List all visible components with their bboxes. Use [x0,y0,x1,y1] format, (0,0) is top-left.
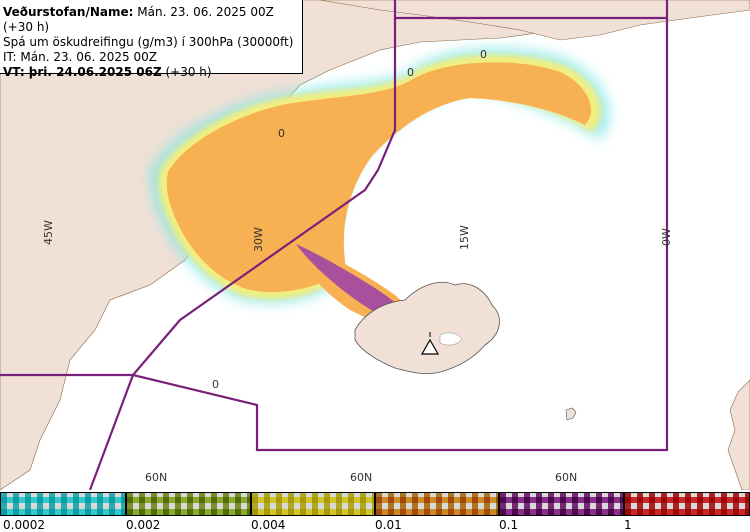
legend-tick: 1 [624,518,632,532]
lat-label-60n-2: 60N [350,471,372,484]
forecast-hour: (+30 h) [161,65,212,79]
legend-swatch-orange [375,492,499,516]
volcano-marker [420,332,440,355]
initial-time: IT: Mán. 23. 06. 2025 00Z [3,50,157,64]
scandinavia-coast [727,379,750,491]
zero-marker: 0 [278,127,285,140]
legend-tick: 0.002 [126,518,161,532]
ash-cloud-main [166,62,592,292]
flight-region-boundary [0,0,669,491]
legend-tick: 0.01 [375,518,402,532]
glacier-patch [439,332,463,346]
valid-time: VT: þri. 24.06.2025 06Z [3,65,162,79]
lat-label-60n-1: 60N [145,471,167,484]
forecast-description: Spá um öskudreifingu (g/m3) í 300hPa (30… [3,35,294,49]
legend-tick: 0.0002 [3,518,45,532]
zero-marker: 0 [212,378,219,391]
legend-tick: 0.1 [499,518,519,532]
legend-swatch-cyan [0,492,126,516]
forecast-info-box: Veðurstofan/Name: Mán. 23. 06. 2025 00Z … [0,0,303,79]
greenland-north-land [319,0,750,41]
source-label: Veðurstofan/Name: [3,5,134,19]
lon-label-0w: 0W [660,228,673,246]
legend-swatch-yellow [251,492,375,516]
run-time: Mán. 23. 06. 2025 00Z (+30 h) [3,5,274,34]
concentration-legend: 0.0002 0.002 0.004 0.01 0.1 1 [0,490,750,532]
lat-label-60n-3: 60N [555,471,577,484]
zero-marker: 0 [480,48,487,61]
lon-label-45w: 45W [42,220,55,245]
legend-swatch-olive [126,492,251,516]
legend-swatch-red [624,492,750,516]
faroe-islands [565,407,577,421]
lon-label-30w: 30W [252,227,265,252]
iceland-island [354,281,500,375]
lon-label-15w: 15W [458,225,471,250]
legend-tick: 0.004 [251,518,286,532]
zero-marker: 0 [407,66,414,79]
legend-swatch-purple [499,492,624,516]
